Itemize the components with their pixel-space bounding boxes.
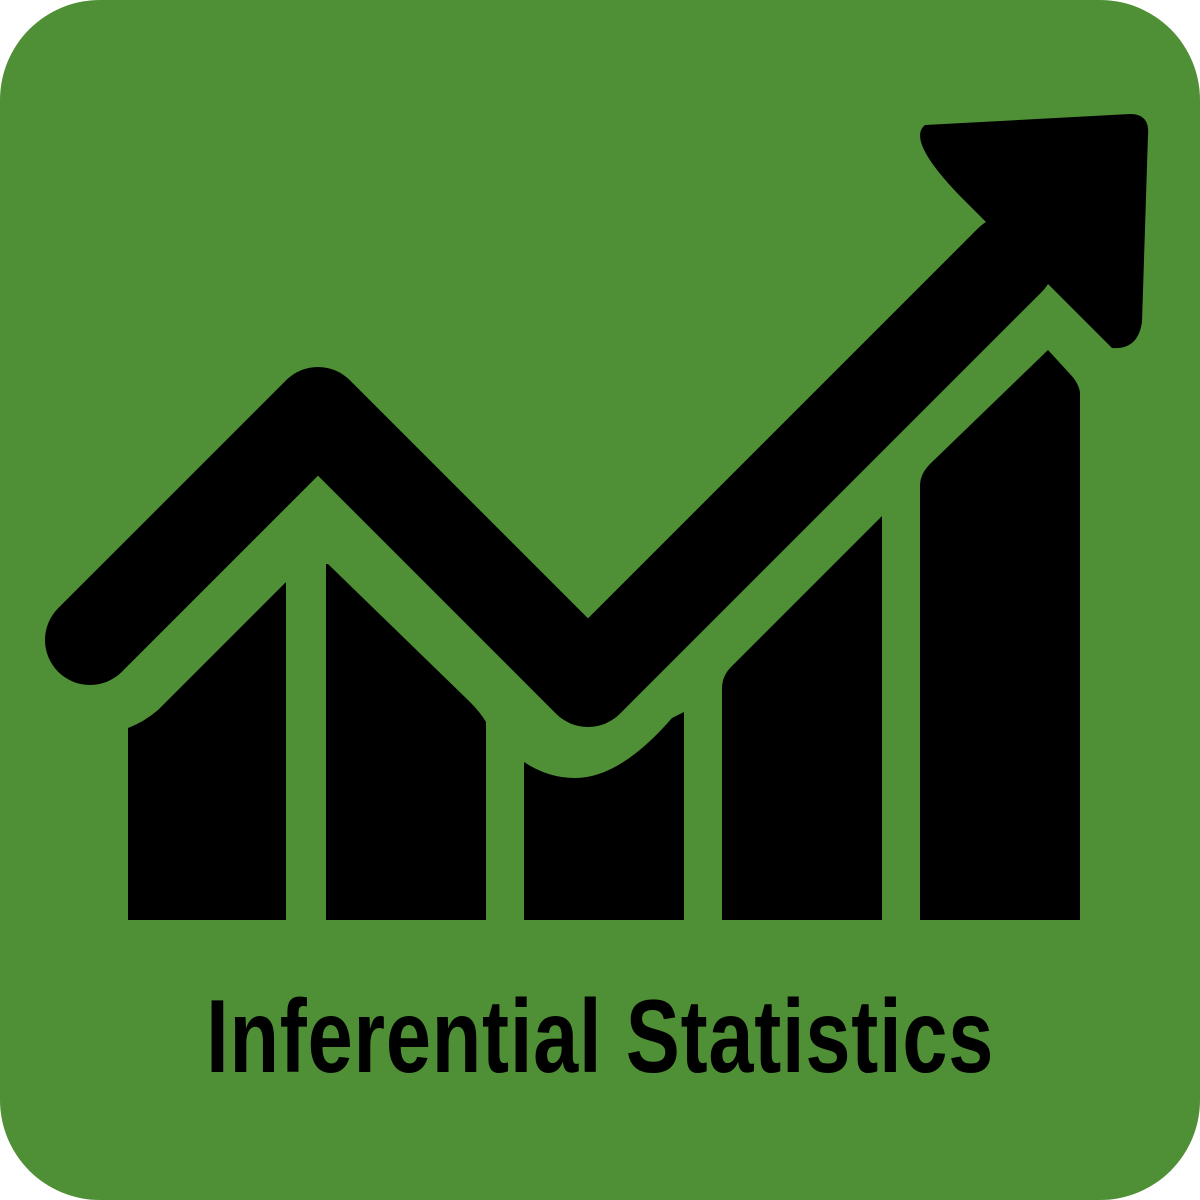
bar-5	[920, 350, 1080, 920]
bar-3	[524, 712, 684, 920]
bar-2	[326, 564, 486, 920]
bar-4	[722, 516, 882, 920]
trend-line	[45, 215, 1055, 727]
caption-text: Inferential Statistics	[205, 979, 995, 1095]
caption: Inferential Statistics	[0, 962, 1200, 1112]
arrow-head	[920, 114, 1149, 349]
bar-1	[128, 582, 286, 920]
